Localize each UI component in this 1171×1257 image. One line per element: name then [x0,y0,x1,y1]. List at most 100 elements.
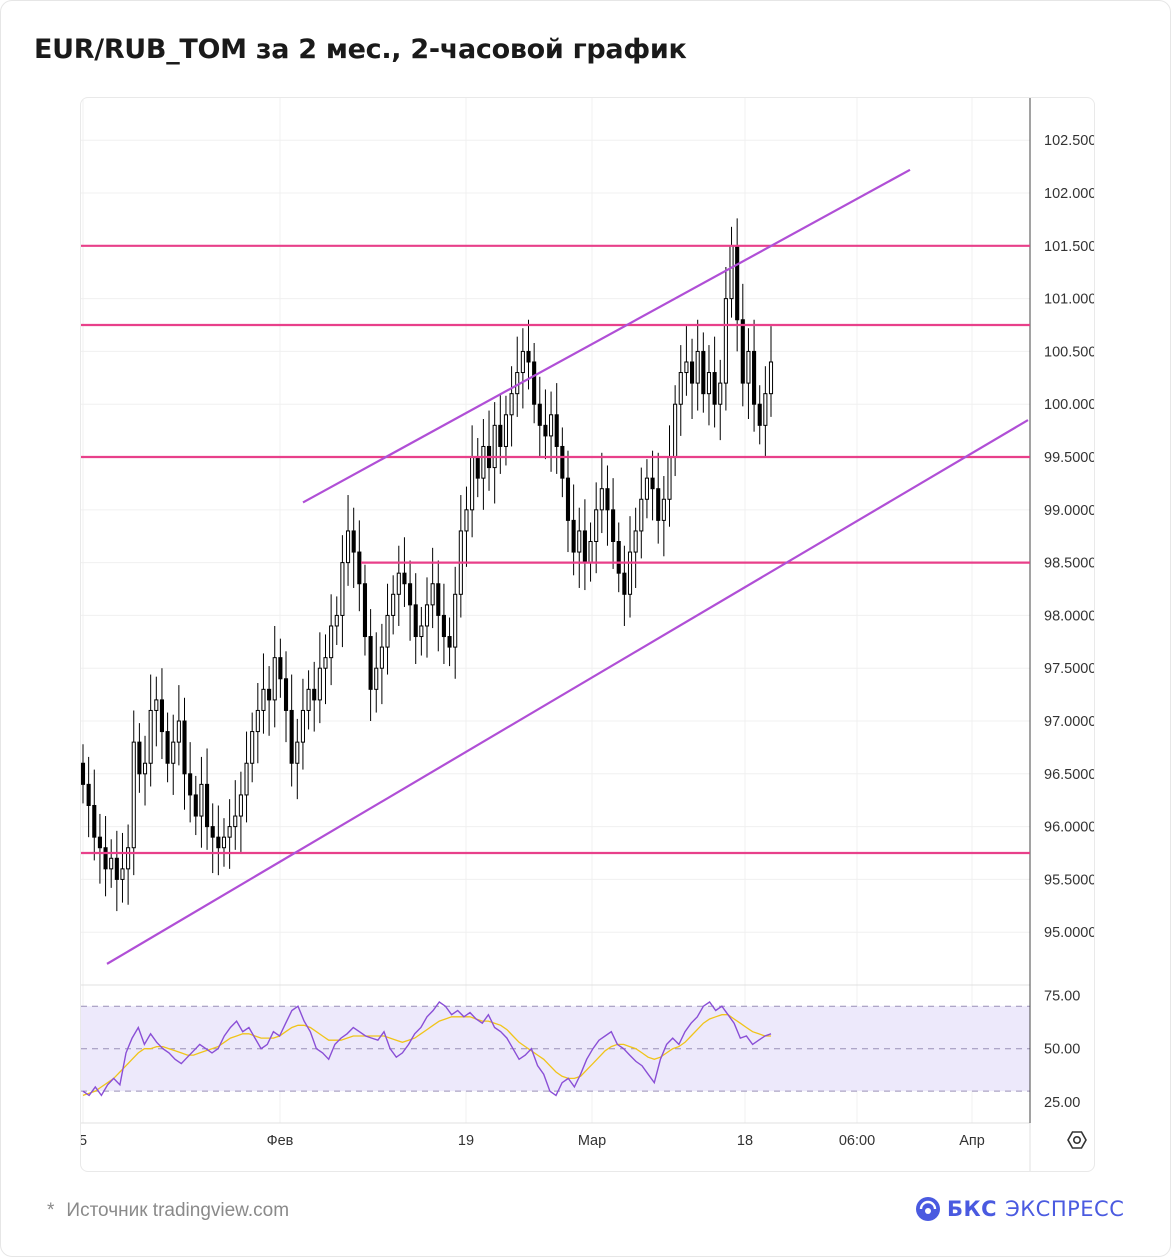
candle-body [684,361,689,374]
rsi-tick-label: 25.00 [1044,1095,1080,1111]
candle-body [464,509,469,532]
channel-line-upper [302,168,911,504]
candle-body [413,604,418,638]
candle-body [729,245,734,300]
price-tick-label: 98.5000 [1044,556,1094,572]
gear-icon[interactable] [1067,1131,1087,1149]
brand-name-bold: БКС [947,1197,998,1221]
candle-body [667,456,672,500]
candle-body [718,382,723,405]
price-tick-label: 100.0000 [1044,397,1094,413]
price-tick-label: 99.5000 [1044,450,1094,466]
time-tick-label: 06:00 [839,1133,875,1149]
candle-body [746,350,751,384]
price-tick-label: 102.5000 [1044,133,1094,149]
candle-body [560,445,565,479]
candle-body [515,372,520,395]
candle-body [639,498,644,532]
candle-body [340,562,345,616]
candle-body [210,826,215,838]
candle-body [436,583,441,616]
candle-body [317,667,322,701]
candle-body [526,350,531,363]
candle-body [323,657,328,669]
candle-body [543,424,548,437]
source-note: * Источник tradingview.com [47,1200,289,1222]
price-tick-label: 101.5000 [1044,239,1094,255]
price-chart[interactable]: 95.0000 95.5000 96.0000 96.5000 97.0000 97.50… [81,98,1094,1171]
candle-body [289,709,294,764]
candle-body [481,445,486,479]
candle-body [673,403,678,458]
candle-body [300,709,305,743]
candle-body [633,530,638,553]
price-tick-label: 97.0000 [1044,714,1094,730]
candle-body [385,614,390,648]
candle-body [165,731,170,764]
candle-body [221,836,227,849]
rsi-tick-label: 75.00 [1044,989,1080,1005]
rsi-line [82,1001,772,1097]
candle-body [447,636,452,648]
candle-body [706,372,712,395]
candle-body [475,456,480,479]
candle-body [611,509,616,543]
brand-mark-icon [916,1197,940,1221]
candle-body [752,350,757,405]
candle-body [97,836,102,849]
candle-body [509,393,514,416]
candle-body [396,572,401,595]
candle-body [605,488,610,511]
channel-line-lower [106,419,1029,965]
candle-body [278,657,283,680]
candle-body [503,414,509,447]
candle-body [329,625,334,659]
time-tick-label: Фев [267,1133,294,1149]
candle-body [565,477,571,521]
candle-body [374,667,379,690]
candle-body [424,604,430,627]
candle-body [678,372,683,405]
candle-body [498,424,503,447]
candle-body [661,498,666,521]
candle-body [627,551,633,595]
candle-body [735,245,740,321]
chart-frame: 95.0000 95.5000 96.0000 96.5000 97.0000 97.50… [80,97,1095,1172]
candle-body [86,783,91,806]
candle-body [757,403,762,426]
candle-body [109,857,114,870]
candle-body [261,688,266,711]
candle-body [188,773,193,796]
candle-body [379,646,384,669]
candle-body [549,414,554,437]
candle-body [695,350,700,384]
candle-body [137,741,142,775]
candle-body [238,794,243,817]
price-tick-label: 102.0000 [1044,186,1094,202]
candle-body [622,572,627,595]
time-tick-label: 19 [458,1133,474,1149]
candle-body [582,530,587,564]
candle-body [599,488,604,511]
price-tick-label: 101.0000 [1044,292,1094,308]
candle-body [588,541,593,564]
candle-body [103,847,108,870]
price-tick-label: 97.5000 [1044,661,1094,677]
candle-body [312,688,317,701]
source-text: Источник tradingview.com [66,1200,290,1221]
candle-body [159,699,165,733]
candle-body [255,709,260,733]
price-tick-label: 96.5000 [1044,767,1094,783]
candle-body [571,519,576,553]
candle-body [126,847,131,870]
candle-body [650,477,655,490]
candle-body [345,530,351,564]
price-tick-label: 98.0000 [1044,608,1094,624]
candle-body [171,741,176,764]
candle-body [131,741,136,849]
candle-body [470,456,475,511]
candle-body [768,361,774,395]
brand-name-light: ЭКСПРЕСС [1005,1197,1125,1221]
candle-body [408,583,413,606]
